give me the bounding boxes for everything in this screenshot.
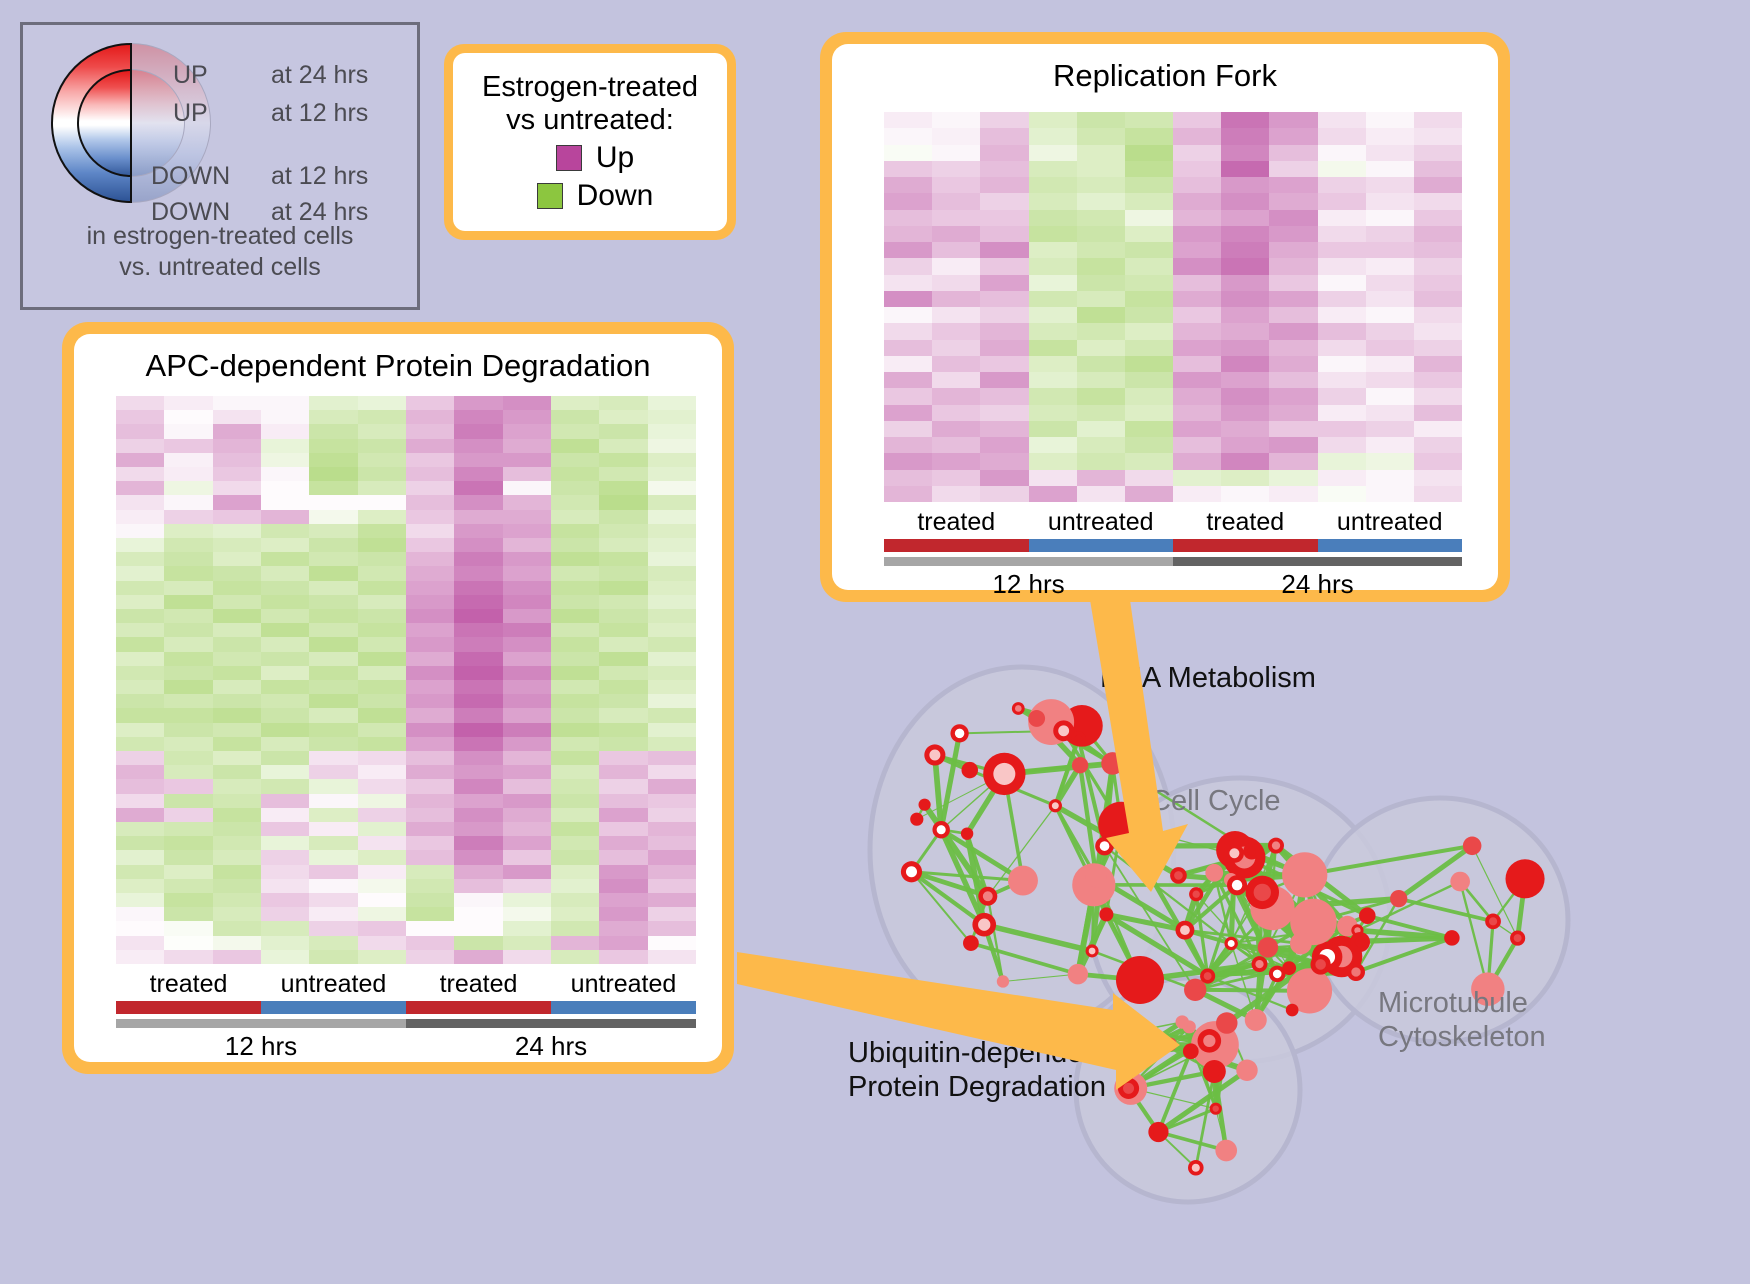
arrow-apc-degradation [737,952,1180,1090]
arrow-replication-fork [1090,600,1188,892]
